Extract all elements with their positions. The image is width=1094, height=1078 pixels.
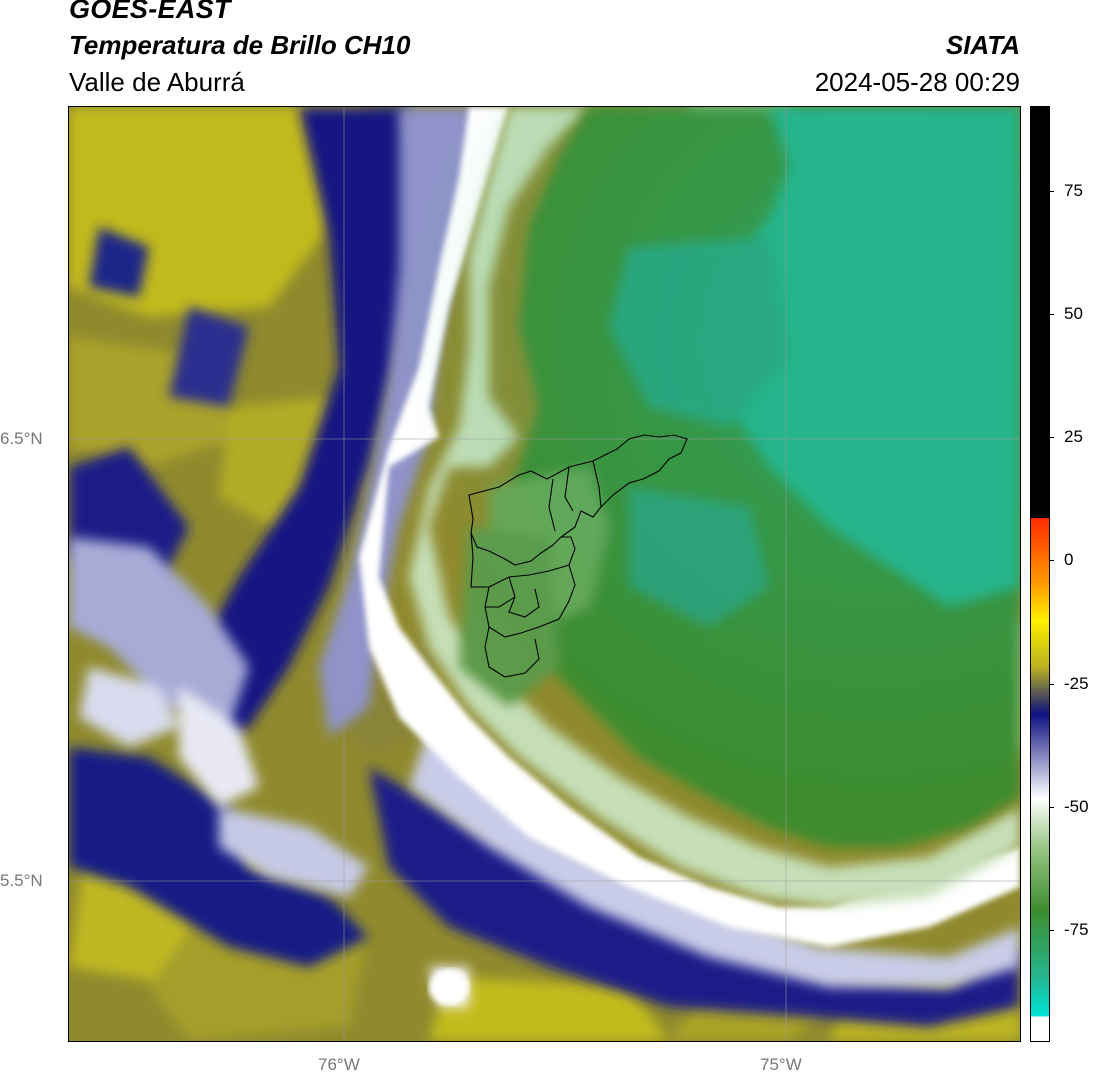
satellite-title: GOES-EAST: [69, 0, 231, 24]
boundary-inner-1: [508, 576, 540, 618]
graticule: [69, 107, 1020, 1041]
map-canvas: [69, 107, 1020, 1041]
datetime-label: 2024-05-28 00:29: [814, 67, 1020, 97]
cold-spot: [429, 969, 469, 1005]
boundary-central: [470, 532, 576, 588]
colorbar-tick: [1049, 807, 1054, 809]
colorbar-label: -50: [1064, 797, 1089, 816]
valle-de-aburra-boundaries: [468, 434, 688, 678]
lat-label-6-5: 6.5°N: [0, 429, 43, 448]
lon-label-75: 75°W: [760, 1055, 802, 1074]
colorbar-tick: [1049, 437, 1054, 439]
boundary-south: [484, 626, 540, 678]
boundary-south-central: [484, 564, 576, 638]
colorbar-tick: [1049, 191, 1054, 193]
colorbar-label: 0: [1064, 550, 1074, 569]
boundary-north-internal: [548, 460, 602, 532]
product-title: Temperatura de Brillo CH10: [69, 30, 411, 60]
colorbar-tick: [1049, 930, 1054, 932]
colorbar-label: -75: [1064, 920, 1089, 939]
colorbar-tick: [1049, 314, 1054, 316]
lat-label-5-5: 5.5°N: [0, 871, 43, 890]
colorbar-label: 75: [1064, 181, 1083, 200]
colorbar-tick: [1049, 560, 1054, 562]
colorbar-label: 25: [1064, 427, 1083, 446]
brightness-temperature-map[interactable]: [68, 106, 1021, 1042]
region-subtitle: Valle de Aburrá: [69, 67, 245, 97]
lon-label-76: 76°W: [318, 1055, 360, 1074]
colorbar-label: 50: [1064, 304, 1083, 323]
colorbar: [1030, 106, 1050, 1042]
boundary-inner-2: [485, 596, 516, 608]
colorbar-label: -25: [1064, 674, 1089, 693]
boundary-north: [468, 434, 688, 566]
colorbar-tick: [1049, 684, 1054, 686]
organization-label: SIATA: [945, 30, 1020, 60]
